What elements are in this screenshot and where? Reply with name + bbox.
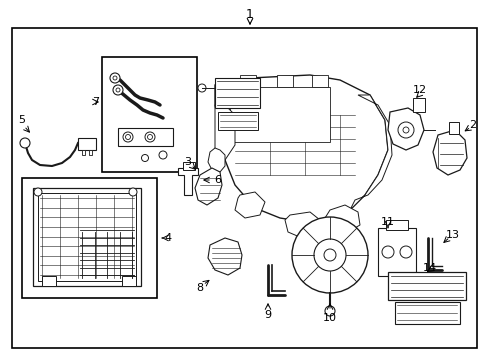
Bar bbox=[387, 272, 465, 300]
Bar bbox=[38, 193, 136, 281]
Bar bbox=[122, 276, 136, 286]
Circle shape bbox=[198, 84, 205, 92]
Bar bbox=[448, 122, 458, 134]
Text: 13: 13 bbox=[445, 230, 459, 240]
Circle shape bbox=[116, 88, 120, 92]
Polygon shape bbox=[178, 168, 198, 195]
Polygon shape bbox=[235, 192, 264, 218]
Bar bbox=[42, 276, 56, 286]
Polygon shape bbox=[215, 105, 235, 160]
Bar bbox=[89, 150, 92, 155]
Circle shape bbox=[113, 85, 123, 95]
Circle shape bbox=[20, 138, 30, 148]
Circle shape bbox=[34, 188, 42, 196]
Circle shape bbox=[125, 135, 130, 139]
Polygon shape bbox=[387, 108, 423, 150]
Bar bbox=[377, 228, 415, 276]
Bar bbox=[118, 128, 173, 146]
Bar bbox=[215, 78, 260, 108]
Text: 11: 11 bbox=[380, 217, 394, 227]
Polygon shape bbox=[215, 75, 387, 222]
Text: 2: 2 bbox=[468, 120, 476, 130]
Text: 12: 12 bbox=[412, 85, 426, 95]
Text: 14: 14 bbox=[422, 263, 436, 273]
Circle shape bbox=[145, 132, 155, 142]
Bar bbox=[240, 75, 256, 87]
Bar bbox=[394, 302, 459, 324]
Text: 1: 1 bbox=[245, 8, 253, 21]
Bar bbox=[385, 220, 407, 230]
Text: 9: 9 bbox=[264, 310, 271, 320]
Circle shape bbox=[141, 154, 148, 162]
Circle shape bbox=[159, 151, 167, 159]
Circle shape bbox=[325, 306, 334, 316]
Bar bbox=[183, 162, 195, 170]
Bar bbox=[22, 178, 157, 298]
Circle shape bbox=[123, 132, 133, 142]
Text: 10: 10 bbox=[323, 313, 336, 323]
Circle shape bbox=[397, 122, 413, 138]
Polygon shape bbox=[195, 168, 222, 205]
Bar bbox=[12, 28, 476, 348]
Circle shape bbox=[313, 239, 346, 271]
Circle shape bbox=[381, 246, 393, 258]
Polygon shape bbox=[207, 238, 242, 275]
Circle shape bbox=[129, 188, 137, 196]
Text: 7: 7 bbox=[92, 97, 100, 107]
Bar bbox=[78, 138, 96, 150]
Polygon shape bbox=[325, 205, 359, 232]
Text: 3: 3 bbox=[184, 157, 191, 167]
Bar bbox=[218, 112, 258, 130]
Bar bbox=[33, 188, 141, 286]
Circle shape bbox=[110, 73, 120, 83]
Bar bbox=[412, 98, 424, 112]
Polygon shape bbox=[207, 148, 224, 172]
Bar bbox=[276, 75, 292, 87]
Circle shape bbox=[291, 217, 367, 293]
Text: 8: 8 bbox=[196, 283, 203, 293]
Bar bbox=[102, 57, 197, 172]
Bar bbox=[229, 87, 329, 142]
Circle shape bbox=[399, 246, 411, 258]
Bar bbox=[82, 150, 85, 155]
Polygon shape bbox=[349, 95, 391, 210]
Circle shape bbox=[402, 127, 408, 133]
Bar bbox=[311, 75, 327, 87]
Circle shape bbox=[113, 76, 117, 80]
Circle shape bbox=[324, 249, 335, 261]
Polygon shape bbox=[432, 130, 466, 175]
Polygon shape bbox=[220, 85, 249, 108]
Text: 5: 5 bbox=[19, 115, 25, 125]
Text: 4: 4 bbox=[164, 233, 171, 243]
Text: 6: 6 bbox=[214, 175, 221, 185]
Circle shape bbox=[147, 135, 152, 139]
Polygon shape bbox=[285, 212, 319, 238]
